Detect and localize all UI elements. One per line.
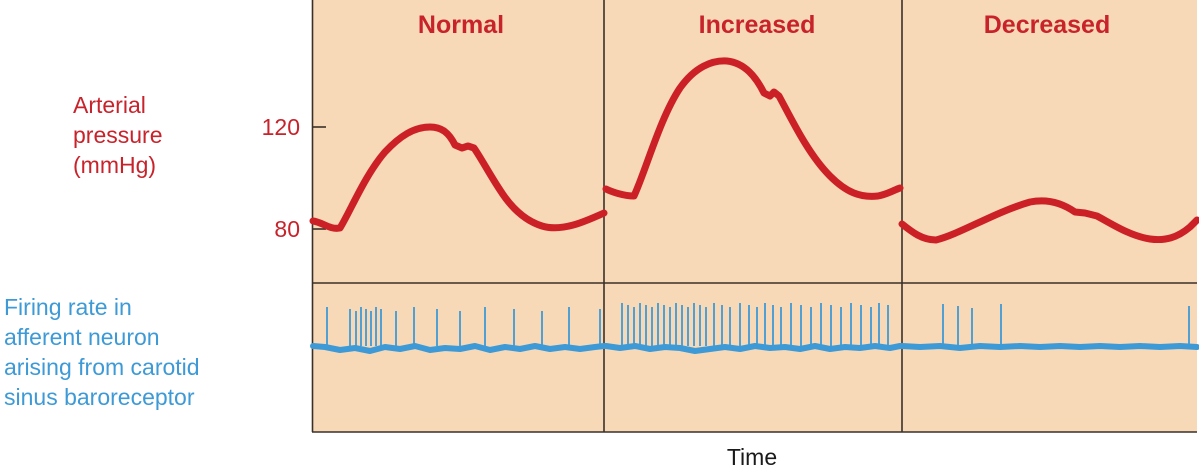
firing-label-line-1: Firing rate in <box>4 294 132 320</box>
firing-axis-label: Firing rate in afferent neuron arising f… <box>4 294 200 410</box>
firing-spikes-decreased <box>942 304 1190 346</box>
firing-baseline-decreased <box>899 343 1199 351</box>
firing-label-line-2: afferent neuron <box>4 324 160 350</box>
pressure-trace-normal <box>309 123 608 232</box>
firing-label-line-3: arising from carotid <box>4 354 200 380</box>
pressure-tick-120: 120 <box>262 114 300 140</box>
firing-label-line-4: sinus baroreceptor <box>4 384 195 410</box>
firing-spikes-normal <box>326 307 601 346</box>
condition-header-decreased: Decreased <box>984 11 1110 39</box>
pressure-trace-decreased <box>898 197 1199 244</box>
pressure-label-line-2: pressure <box>73 122 162 148</box>
pressure-tick-80: 80 <box>274 216 300 242</box>
panel-background <box>312 0 1197 432</box>
x-axis-label-time: Time <box>727 444 777 469</box>
firing-baselines <box>310 343 1199 354</box>
condition-header-normal: Normal <box>418 11 504 39</box>
pressure-label-line-3: (mmHg) <box>73 152 156 178</box>
pressure-trace-increased <box>602 57 904 200</box>
pressure-traces <box>309 57 1199 244</box>
condition-header-increased: Increased <box>699 11 816 39</box>
panel-dividers <box>311 0 1197 433</box>
pressure-label-line-1: Arterial <box>73 92 146 118</box>
firing-baseline-increased <box>603 343 903 354</box>
firing-spikes-increased <box>621 303 889 346</box>
pressure-axis-label: Arterial pressure (mmHg) <box>73 92 162 178</box>
firing-baseline-normal <box>310 343 607 354</box>
